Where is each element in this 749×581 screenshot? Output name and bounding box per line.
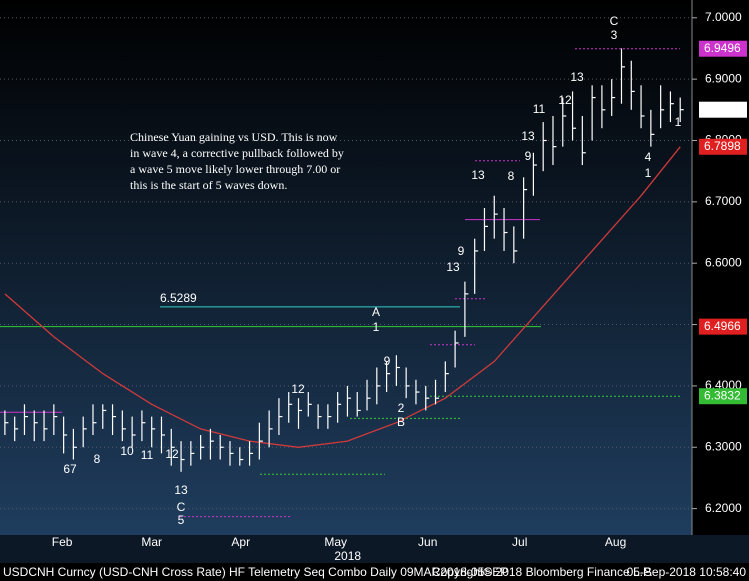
x-tick-label: Jun (418, 535, 437, 549)
y-tick-label: 6.9000 (705, 71, 742, 85)
count-label: C (177, 500, 186, 514)
price-tag-label: 6.7898 (704, 139, 741, 153)
price-tag-label: 6.4966 (704, 319, 741, 333)
count-label: 3 (611, 28, 618, 42)
count-label: 9 (384, 354, 391, 368)
count-label: A (372, 305, 380, 319)
price-tag-label: 6.9496 (704, 41, 741, 55)
count-label: 13 (471, 168, 485, 182)
note-text: this is the start of 5 waves down. (130, 178, 287, 192)
x-tick-label: Jul (512, 535, 527, 549)
footer-time: 05-Sep-2018 10:58:40 (627, 565, 747, 579)
count-label: 1 (373, 320, 380, 334)
count-label: 13 (521, 129, 535, 143)
count-label: 1 (645, 166, 652, 180)
count-label: 11 (141, 448, 154, 462)
note-text: a wave 5 move likely lower through 7.00 … (130, 162, 340, 176)
y-tick-label: 7.0000 (705, 10, 742, 24)
count-label: 13 (446, 260, 460, 274)
count-label: 11 (533, 102, 546, 116)
count-label: 67 (63, 462, 77, 476)
price-tag-label: 6.3832 (704, 388, 741, 402)
year-label: 2018 (334, 549, 361, 563)
footer-bar (0, 563, 749, 581)
y-tick-label: 6.2000 (705, 501, 742, 515)
moving-average (4, 146, 681, 448)
x-axis-area (0, 535, 749, 563)
note-text: in wave 4, a corrective pullback followe… (130, 146, 344, 160)
price-tag (699, 318, 747, 335)
count-label: 12 (558, 93, 572, 107)
count-label: 13 (570, 70, 584, 84)
count-label: 8 (94, 452, 101, 466)
count-label: 5 (178, 513, 185, 527)
level-label: 6.5289 (160, 291, 197, 305)
footer-copyright: Copyright© 2018 Bloomberg Finance L.P. (432, 565, 653, 579)
price-tag (699, 40, 747, 57)
x-tick-label: Aug (605, 535, 626, 549)
price-tag-label: 6.8502 (704, 102, 741, 116)
y-tick-label: 6.3000 (705, 439, 742, 453)
count-label: 2 (398, 401, 405, 415)
count-label: 4 (645, 150, 652, 164)
count-label: 9 (458, 244, 465, 258)
plot-area (0, 0, 692, 535)
axis-area (692, 0, 749, 535)
y-tick-label: 6.6000 (705, 255, 742, 269)
count-label: 12 (291, 382, 305, 396)
count-label: 12 (165, 447, 179, 461)
count-label: B (397, 415, 405, 429)
price-tag (699, 138, 747, 155)
count-label: 9 (525, 149, 532, 163)
x-tick-label: May (324, 535, 347, 549)
count-label: 8 (508, 169, 515, 183)
x-tick-label: Feb (52, 535, 73, 549)
footer-source: USDCNH Curncy (USD-CNH Cross Rate) HF Te… (3, 565, 508, 579)
count-label: 1 (675, 115, 682, 129)
price-tag (699, 388, 747, 405)
note-text: Chinese Yuan gaining vs USD. This is now (130, 130, 338, 144)
count-label: 10 (120, 444, 134, 458)
count-label: C (610, 14, 619, 28)
y-tick-label: 6.7000 (705, 194, 742, 208)
price-tag (699, 101, 747, 118)
x-tick-label: Mar (141, 535, 162, 549)
count-label: 13 (174, 483, 188, 497)
x-tick-label: Apr (231, 535, 250, 549)
